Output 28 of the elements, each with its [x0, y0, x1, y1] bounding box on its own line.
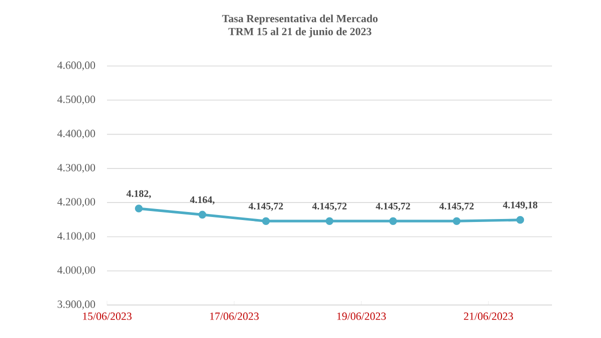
point	[389, 217, 397, 225]
data-label: 4.164,	[190, 196, 214, 205]
y-tick-label: 4.000,00	[57, 266, 96, 276]
x-tick-label: 15/06/2023	[83, 312, 132, 320]
point	[134, 204, 143, 212]
point	[262, 217, 270, 225]
chart-title: Tasa Representativa del Mercado	[222, 14, 378, 24]
x-tick-label: 17/06/2023	[210, 312, 259, 320]
point	[516, 216, 524, 224]
data-label: 4.145,72	[248, 202, 283, 211]
point	[452, 217, 461, 225]
x-tick-label: 21/06/2023	[464, 312, 513, 320]
y-tick-label: 4.600,00	[57, 62, 96, 70]
data-label: 4.182,	[126, 190, 151, 198]
data-label: 4.145,72	[376, 202, 410, 211]
y-tick-label: 4.500,00	[57, 96, 96, 105]
y-tick-label: 4.400,00	[57, 130, 96, 139]
data-label: 4.145,72	[439, 202, 474, 211]
data-label: 4.145,72	[312, 202, 347, 211]
point	[326, 217, 334, 225]
y-tick-label: 3.900,00	[58, 300, 96, 310]
y-tick-label: 4.100,00	[57, 232, 96, 242]
y-tick-label: 4.200,00	[57, 198, 96, 208]
chart-subtitle: TRM 15 al 21 de junio de 2023	[228, 28, 372, 38]
y-tick-label: 4.300,00	[57, 164, 96, 173]
data-label: 4.149,18	[502, 202, 538, 210]
point	[198, 210, 206, 219]
x-tick-label: 19/06/2023	[337, 312, 386, 320]
